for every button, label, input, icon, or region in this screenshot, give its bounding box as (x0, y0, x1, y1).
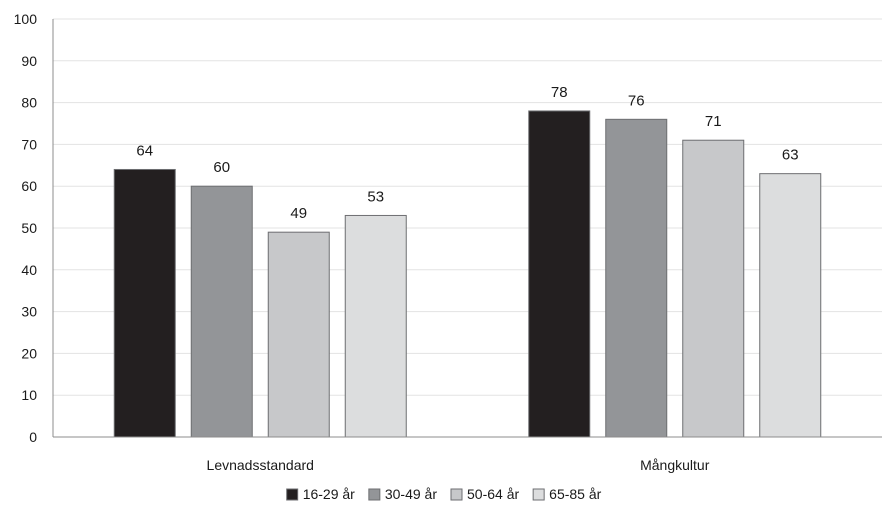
legend-swatch (532, 488, 545, 501)
legend-swatch (368, 488, 381, 501)
bar (682, 139, 745, 438)
y-tick-label: 30 (21, 304, 37, 320)
y-tick-label: 80 (21, 95, 37, 111)
y-tick-label: 100 (14, 11, 38, 27)
x-category-label: Mångkultur (640, 457, 710, 473)
data-label: 53 (367, 188, 384, 205)
bar (267, 231, 330, 438)
data-labels: 64 60 49 53 78 76 71 63 (136, 84, 798, 222)
gridlines (53, 18, 882, 396)
legend-label: 50-64 år (467, 486, 519, 502)
y-tick-label: 40 (21, 262, 37, 278)
bar (528, 110, 591, 438)
legend-swatch (450, 488, 463, 501)
y-tick-label: 10 (21, 387, 37, 403)
legend: 16-29 år 30-49 år 50-64 år 65-85 år (286, 486, 602, 502)
y-tick-label: 20 (21, 345, 37, 361)
bar (759, 173, 822, 438)
y-tick-label: 60 (21, 178, 37, 194)
bar (113, 168, 176, 438)
bar (344, 214, 407, 438)
data-label: 71 (705, 113, 722, 130)
y-tick-label: 70 (21, 136, 37, 152)
legend-label: 65-85 år (549, 486, 601, 502)
y-tick-label: 50 (21, 220, 37, 236)
bar (190, 185, 253, 438)
data-label: 78 (551, 84, 568, 101)
bars (113, 110, 822, 438)
x-axis: Levnadsstandard Mångkultur (53, 436, 882, 473)
y-axis: 0 10 20 30 40 50 60 70 80 90 100 (14, 11, 54, 445)
data-label: 60 (213, 159, 230, 176)
y-tick-label: 90 (21, 53, 37, 69)
data-label: 64 (136, 142, 153, 159)
legend-swatch (286, 488, 299, 501)
data-label: 49 (290, 205, 307, 222)
x-category-label: Levnadsstandard (207, 457, 314, 473)
y-tick-label: 0 (29, 429, 37, 445)
legend-label: 30-49 år (385, 486, 437, 502)
bar (605, 118, 668, 438)
data-label: 76 (628, 92, 645, 109)
legend-label: 16-29 år (303, 486, 355, 502)
data-label: 63 (782, 147, 799, 164)
